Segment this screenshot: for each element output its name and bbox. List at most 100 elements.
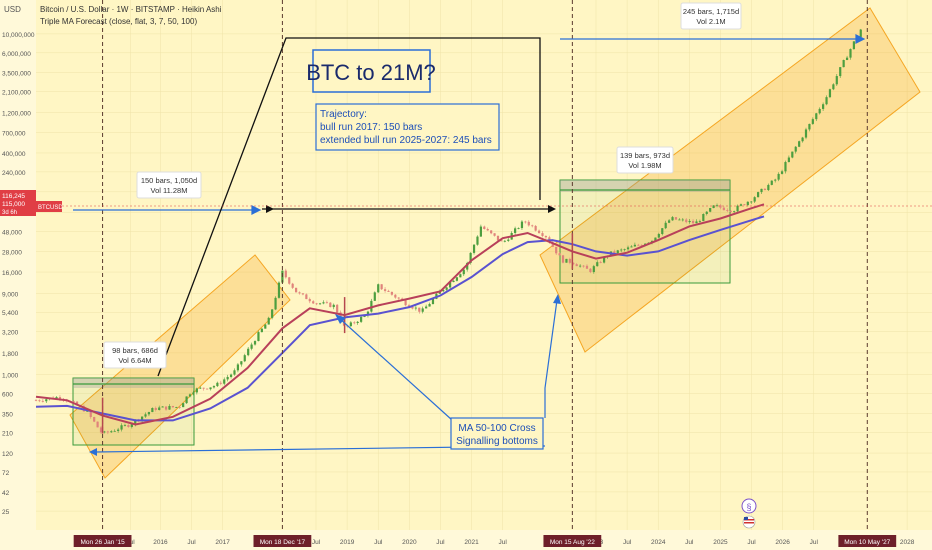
- candle: [691, 220, 695, 224]
- candle: [455, 277, 459, 281]
- x-tick-label: Jul: [685, 539, 694, 546]
- title-box[interactable]: [312, 49, 431, 93]
- candle: [175, 406, 178, 408]
- candle: [709, 208, 712, 212]
- candle: [729, 210, 732, 213]
- candle: [226, 376, 229, 380]
- candle: [377, 284, 380, 293]
- trajectory-line-3: extended bull run 2025-2027: 245 bars: [320, 135, 492, 146]
- candle: [123, 424, 127, 426]
- candle: [301, 293, 305, 295]
- candle: [767, 184, 770, 191]
- y-tick-label: 42: [2, 490, 10, 497]
- candle: [260, 328, 263, 333]
- candle: [555, 246, 558, 254]
- candle: [626, 247, 630, 250]
- candle: [192, 392, 195, 395]
- arrowhead-right: [548, 205, 556, 213]
- indicator-line[interactable]: Triple MA Forecast (close, flat, 3, 7, 5…: [40, 17, 197, 26]
- candle: [798, 141, 801, 147]
- candle: [387, 290, 390, 292]
- candle: [96, 421, 99, 428]
- candle: [541, 233, 544, 236]
- candle: [164, 406, 168, 410]
- candle: [537, 230, 541, 234]
- x-date-flag: [253, 535, 312, 547]
- x-date-label: Mon 18 Dec '17: [260, 539, 306, 546]
- candle: [117, 429, 120, 431]
- y-tick-label: 350: [2, 411, 13, 418]
- symbol-line[interactable]: Bitcoin / U.S. Dollar · 1W · BITSTAMP · …: [40, 5, 222, 14]
- candle: [760, 188, 763, 193]
- candle: [739, 204, 743, 206]
- cross-note-box[interactable]: [450, 417, 544, 450]
- candle: [41, 400, 44, 402]
- candle: [828, 89, 832, 98]
- candle: [414, 307, 417, 309]
- x-tick-label: 2021: [464, 539, 479, 546]
- measure-band-139: [560, 180, 730, 192]
- candle: [370, 300, 373, 312]
- candle: [308, 299, 311, 302]
- candle: [825, 97, 828, 105]
- candle: [613, 251, 616, 254]
- candle: [113, 430, 116, 432]
- candle: [579, 265, 582, 267]
- cross-arrowhead-2: [89, 448, 97, 456]
- candle: [89, 410, 92, 418]
- flag-icon[interactable]: [742, 515, 756, 529]
- trajectory-box[interactable]: [315, 103, 500, 151]
- candle: [356, 321, 359, 324]
- y-tick-label: 3,500,000: [2, 71, 31, 78]
- currency-label: USD: [4, 5, 21, 14]
- candle: [127, 424, 130, 427]
- candle: [801, 137, 804, 142]
- candle: [678, 219, 681, 221]
- candle: [394, 294, 397, 298]
- x-tick-label: 2019: [340, 539, 355, 546]
- candle: [630, 246, 633, 248]
- y-tick-label: 72: [2, 470, 10, 477]
- candle: [390, 291, 394, 295]
- cycle-markers: [101, 0, 868, 530]
- candle: [544, 235, 548, 238]
- candle: [770, 180, 773, 185]
- crypto-icon[interactable]: §: [741, 498, 757, 514]
- candle: [267, 317, 270, 325]
- price-tag-1: 116,245: [2, 193, 25, 200]
- measure-98-vol: Vol 6.64M: [118, 356, 151, 365]
- candle: [72, 401, 75, 402]
- y-tick-label: 9,000: [2, 291, 19, 298]
- measure-box-139[interactable]: [559, 179, 731, 284]
- candle: [520, 221, 524, 229]
- candle: [233, 370, 236, 375]
- candle: [585, 265, 589, 269]
- candle: [496, 235, 500, 241]
- x-date-label: Mon 15 Aug '22: [550, 539, 595, 546]
- candle: [147, 412, 151, 415]
- candle: [216, 382, 219, 387]
- candle: [712, 205, 715, 209]
- cross-note-line-1: MA 50-100 Cross: [458, 423, 535, 434]
- candle: [804, 129, 808, 138]
- candle: [558, 253, 561, 256]
- y-tick-label: 48,000: [2, 229, 22, 236]
- candle: [657, 234, 660, 238]
- x-tick-label: Jul: [187, 539, 196, 546]
- cross-arrowhead-1: [335, 314, 346, 324]
- time-axis[interactable]: Jul 2016 Jul 2017 Jul 2019 Jul 2020 Jul 2021 Jul 20…: [73, 535, 915, 547]
- candle: [298, 292, 301, 294]
- x-tick-label: 2017: [215, 539, 230, 546]
- candle: [839, 67, 842, 77]
- candle: [835, 76, 838, 85]
- candle: [250, 344, 253, 349]
- x-tick-label: 2020: [402, 539, 417, 546]
- candle: [45, 399, 48, 402]
- candle: [158, 407, 161, 410]
- measure-245-bars: 245 bars, 1,715d: [683, 7, 739, 16]
- candle: [568, 258, 571, 263]
- candle: [452, 280, 455, 283]
- candle: [305, 294, 308, 300]
